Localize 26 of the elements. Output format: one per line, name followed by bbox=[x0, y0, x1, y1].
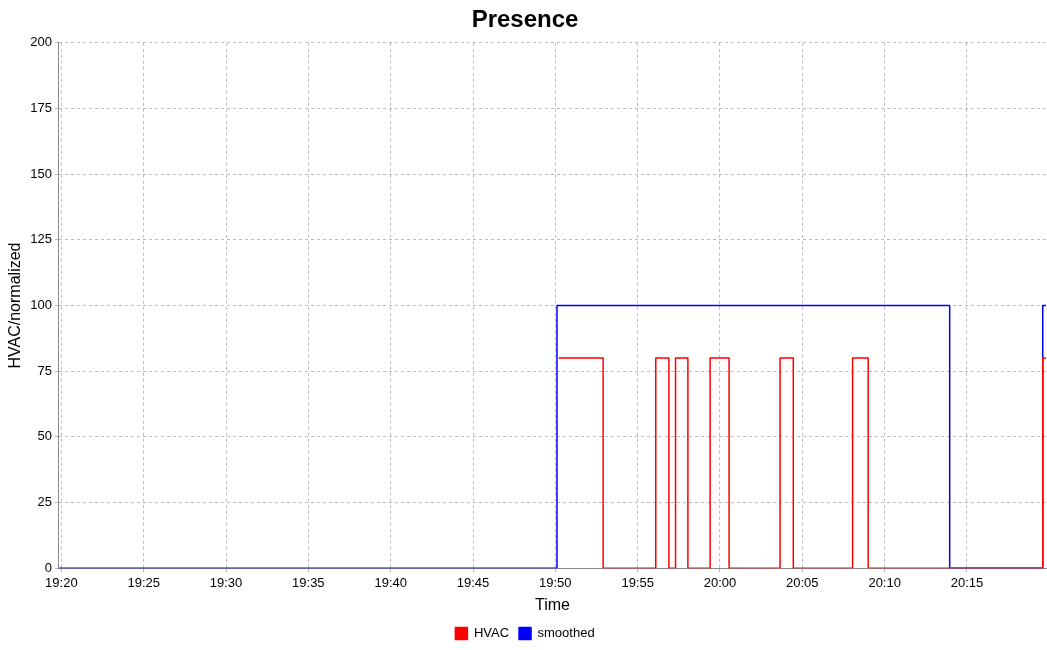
y-tick-label: 175 bbox=[30, 100, 52, 116]
x-tick-label: 20:10 bbox=[868, 574, 901, 590]
x-tick-label: 19:25 bbox=[127, 574, 161, 590]
legend-label: smoothed bbox=[537, 625, 595, 641]
x-tick-label: 20:15 bbox=[950, 574, 984, 590]
x-tick-label: 19:45 bbox=[456, 574, 490, 590]
x-tick-label: 19:40 bbox=[374, 574, 407, 590]
chart-title: Presence bbox=[471, 5, 579, 33]
y-axis-title: HVAC/normalized bbox=[6, 242, 24, 369]
x-tick-label: 19:20 bbox=[45, 574, 78, 590]
y-tick-label: 100 bbox=[30, 297, 52, 313]
y-tick-label: 50 bbox=[37, 428, 52, 444]
y-tick-label: 125 bbox=[30, 231, 52, 247]
y-tick-label: 0 bbox=[44, 559, 52, 575]
x-tick-label: 20:00 bbox=[703, 574, 737, 590]
x-tick-label: 20:05 bbox=[786, 574, 819, 590]
y-tick-label: 200 bbox=[30, 34, 52, 50]
legend-label: HVAC bbox=[473, 625, 510, 641]
y-tick-label: 25 bbox=[37, 494, 52, 510]
y-tick-label: 150 bbox=[30, 165, 52, 181]
x-axis-title: Time bbox=[534, 595, 571, 613]
y-tick-label: 75 bbox=[37, 362, 52, 378]
x-tick-label: 19:30 bbox=[209, 574, 243, 590]
x-tick-label: 19:35 bbox=[292, 574, 325, 590]
x-tick-label: 19:55 bbox=[621, 574, 654, 590]
x-tick-label: 19:50 bbox=[539, 574, 572, 590]
